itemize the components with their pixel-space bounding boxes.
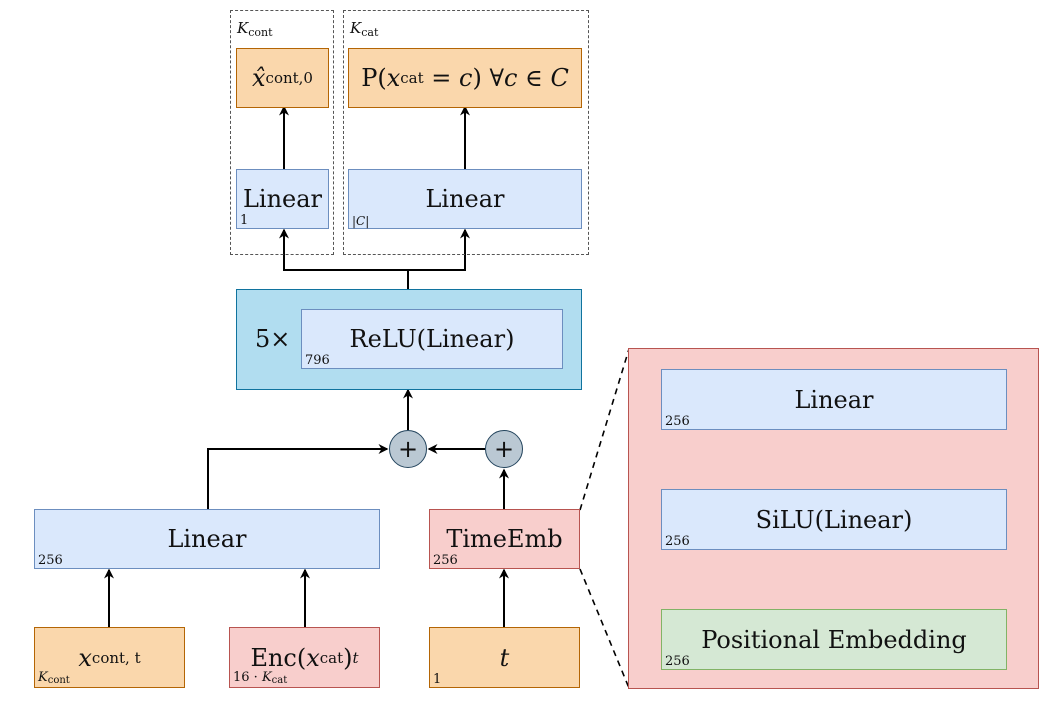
linear-cat: Linear |C|: [348, 169, 582, 229]
relu-linear-label: ReLU(Linear): [349, 325, 515, 353]
relu-repeat: 5×: [255, 325, 291, 353]
detail-silu-dim: 256: [665, 534, 690, 549]
detail-silu-label: SiLU(Linear): [755, 505, 913, 534]
output-cat: P(x cat = c) ∀ c ∈ C: [348, 48, 582, 108]
detail-positional-embedding: Positional Embedding 256: [661, 609, 1007, 670]
input-enc-cat-dim: 16 · Kcat: [233, 670, 288, 686]
time-emb: TimeEmb 256: [429, 509, 580, 569]
input-enc-cat: Enc(x cat) t 16 · Kcat: [229, 627, 380, 688]
detail-linear-label: Linear: [794, 385, 874, 414]
input-linear-label: Linear: [167, 525, 247, 553]
k-cont-group: Kcont: [230, 10, 334, 255]
input-x-cont: x cont, t Kcont: [34, 627, 185, 688]
linear-cat-label: Linear: [425, 185, 505, 213]
output-cont: x̂ cont,0: [236, 48, 329, 108]
input-t-label: t: [499, 643, 510, 672]
time-emb-detail-panel: Linear 256 SiLU(Linear) 256 Positional E…: [628, 348, 1039, 689]
arrow-relu-to-linear-cat: [408, 228, 470, 271]
detail-pos-emb-dim: 256: [665, 654, 690, 669]
arrow-input-linear-to-plus: [207, 444, 389, 510]
k-cont-label: Kcont: [237, 19, 273, 39]
relu-linear-dim: 796: [305, 353, 330, 368]
linear-cat-dim: |C|: [352, 214, 370, 228]
input-t: t 1: [429, 627, 580, 688]
input-t-dim: 1: [433, 672, 442, 687]
detail-silu: SiLU(Linear) 256: [661, 489, 1007, 550]
linear-cont: Linear 1: [236, 169, 329, 229]
arrow-relu-to-linear-cont: [279, 228, 409, 290]
input-x-cont-dim: Kcont: [38, 670, 70, 686]
linear-cont-dim: 1: [240, 213, 249, 228]
sum-node-time: +: [485, 430, 523, 468]
k-cat-group: Kcat: [343, 10, 589, 255]
detail-pos-emb-label: Positional Embedding: [701, 625, 967, 654]
detail-linear: Linear 256: [661, 369, 1007, 430]
time-emb-dim: 256: [433, 553, 458, 568]
linear-cont-label: Linear: [242, 185, 323, 213]
detail-linear-dim: 256: [665, 414, 690, 429]
zoom-line-top: [579, 348, 630, 511]
zoom-line-bottom: [579, 568, 630, 689]
time-emb-label: TimeEmb: [446, 525, 563, 553]
relu-linear: ReLU(Linear) 796: [301, 309, 563, 369]
input-linear: Linear 256: [34, 509, 380, 569]
sum-node-main: +: [389, 430, 427, 468]
k-cat-label: Kcat: [350, 19, 379, 39]
relu-block: 5× ReLU(Linear) 796: [236, 289, 582, 390]
input-linear-dim: 256: [38, 553, 63, 568]
